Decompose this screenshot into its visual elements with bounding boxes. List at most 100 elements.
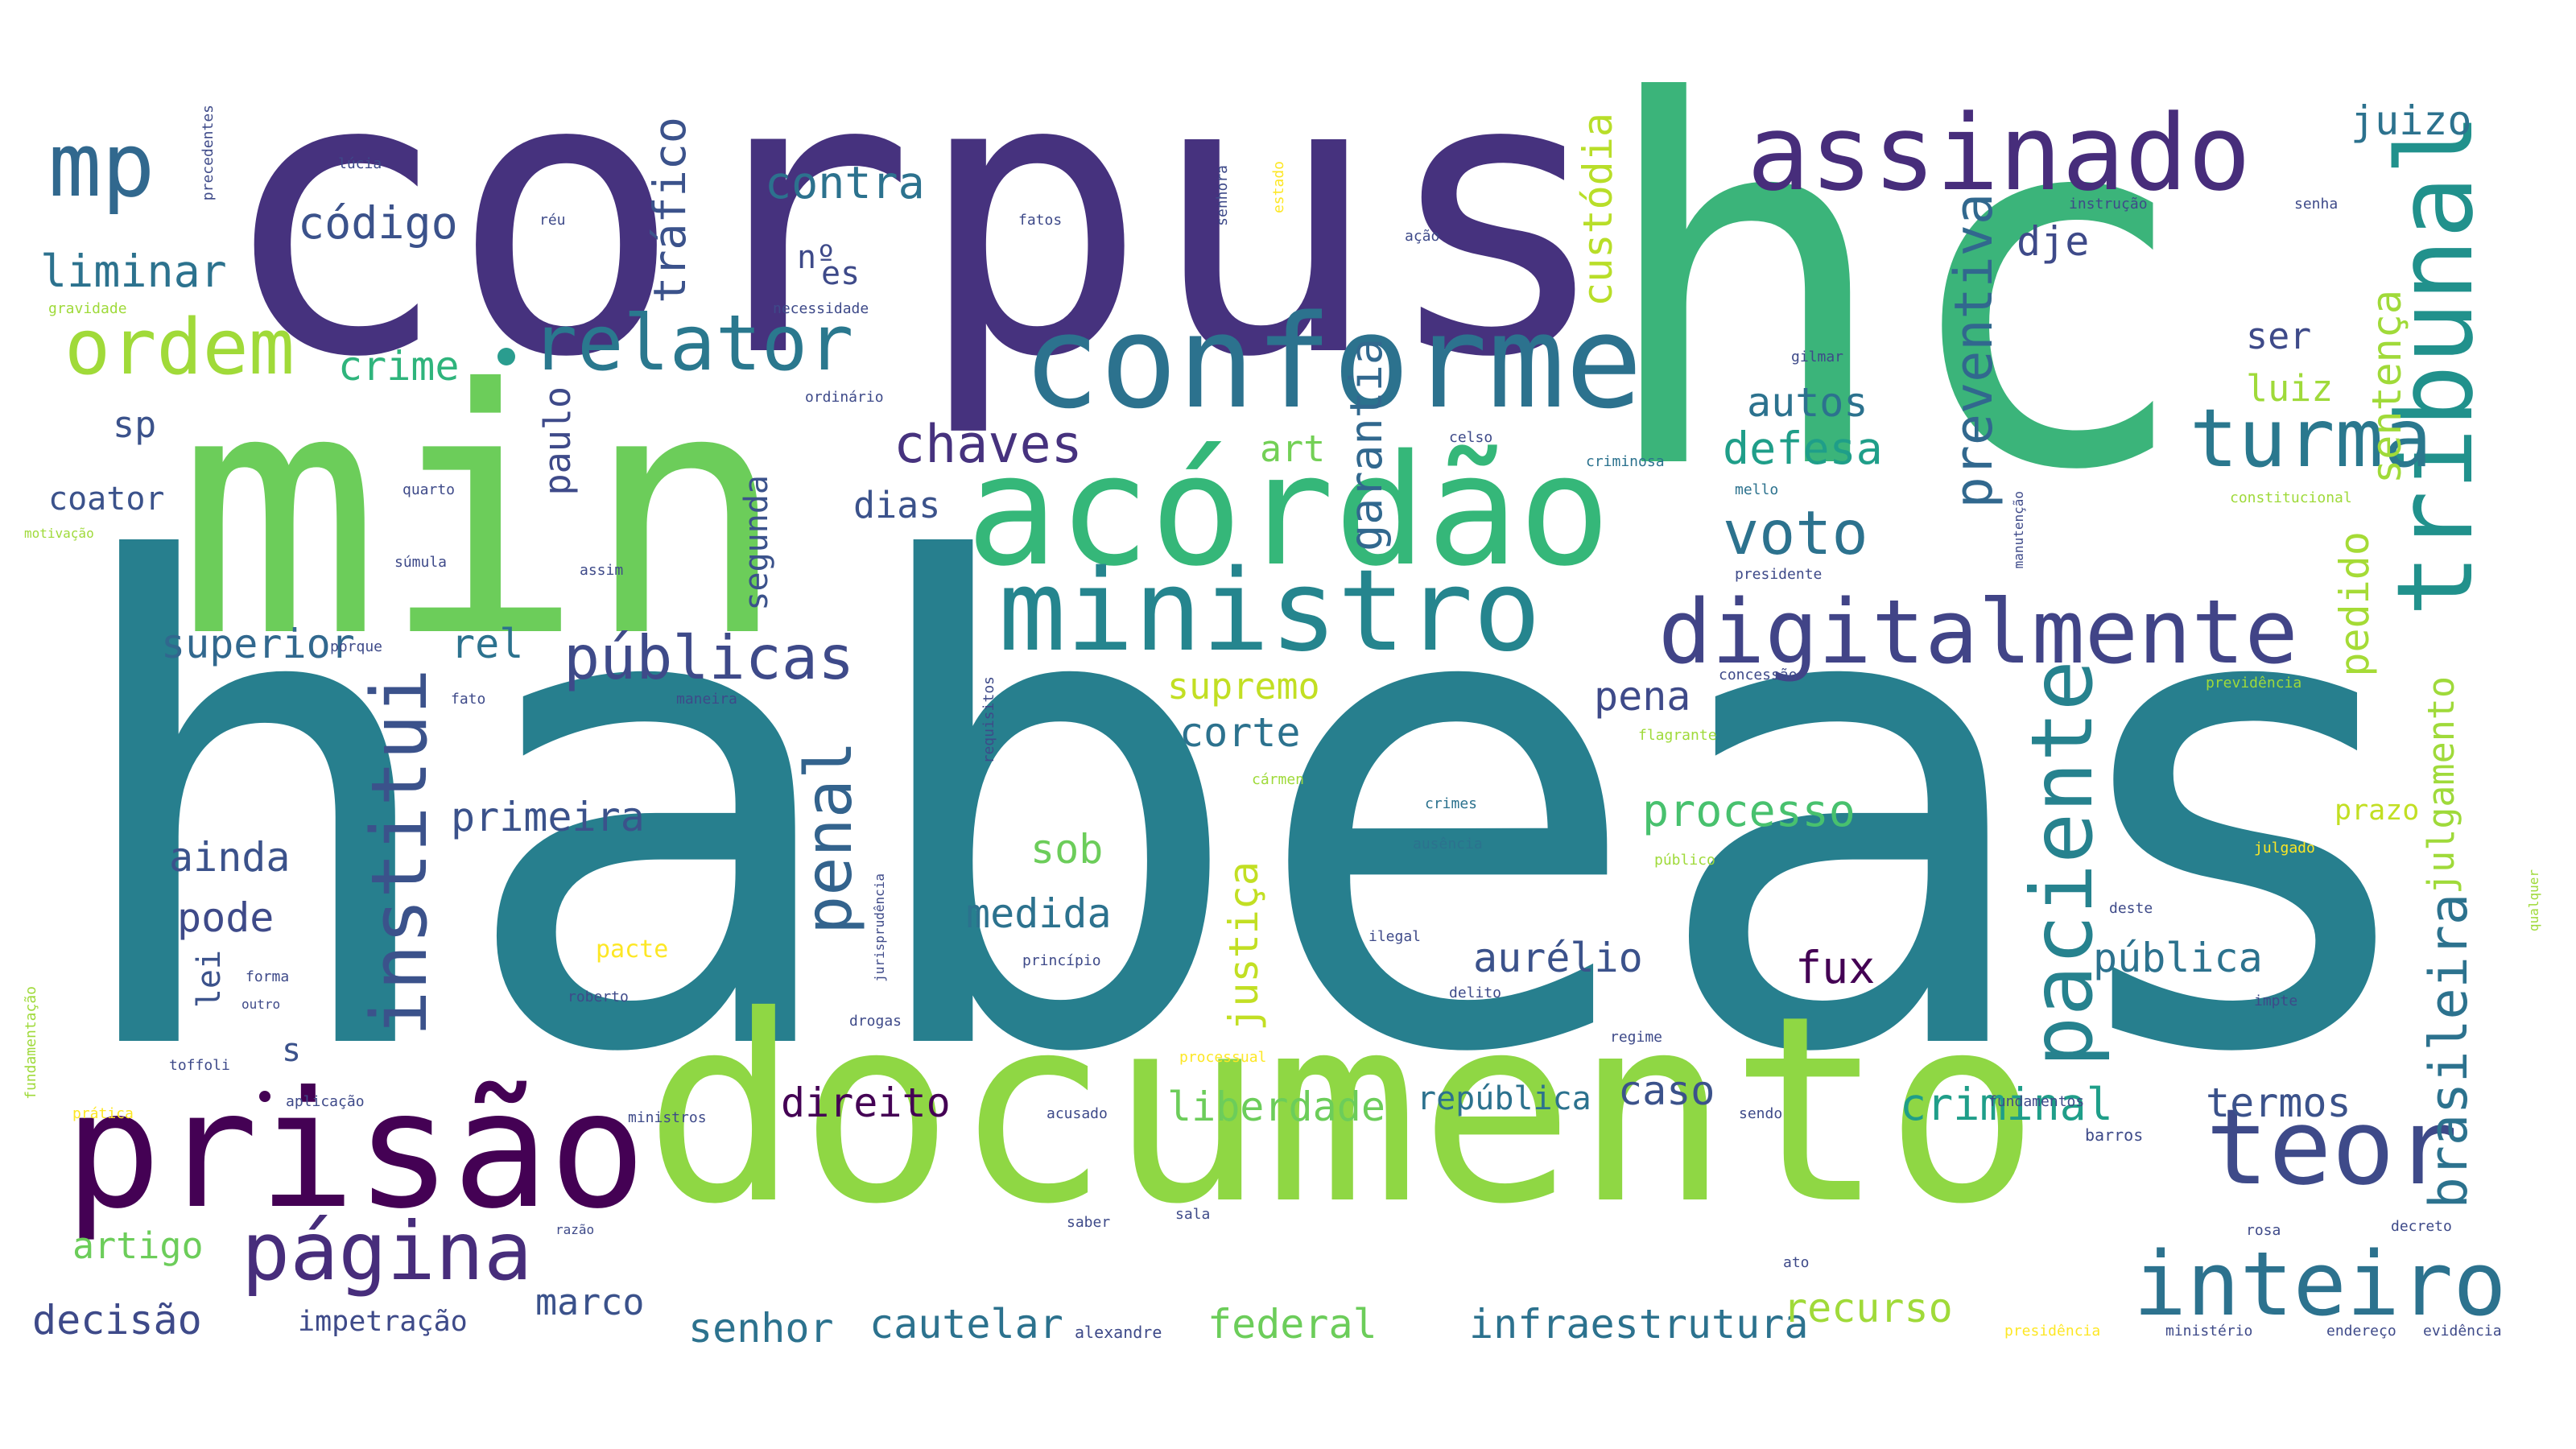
word-previdencia: previdência [2206,675,2302,691]
word-barros: barros [2085,1125,2144,1145]
word-porque: porque [330,638,383,655]
word-processual: processual [1179,1049,1267,1066]
word-acordao: acórdão [966,422,1611,600]
dot-mark [497,348,515,365]
word-processo: processo [1642,785,1856,836]
word-paulo: paulo [536,386,579,496]
word-acusado: acusado [1046,1105,1108,1122]
word-infraestrutura: infraestrutura [1469,1301,1809,1348]
word-mp: mp [48,114,155,217]
word-acao: ação [1405,228,1440,245]
word-fundamentos: fundamentos [1988,1093,2085,1110]
word-reu: réu [539,212,566,229]
word-liberdade: liberdade [1167,1084,1385,1130]
word-corpus: corpus [217,0,1613,442]
word-pacte: pacte [596,935,669,964]
word-senhora: senhora [1214,165,1231,226]
word-digitalmente: digitalmente [1658,580,2298,683]
word-decisao: decisão [32,1297,202,1344]
word-sp: sp [113,403,157,446]
word-aurelio: aurélio [1473,935,1643,981]
word-sala: sala [1175,1206,1211,1223]
word-art: art [1260,427,1326,470]
word-segunda: segunda [738,475,775,611]
word-presidencia: presidência [2004,1323,2101,1340]
word-supremo: supremo [1167,665,1320,708]
word-garantia: garantia [1340,338,1392,551]
word-regime: regime [1610,1029,1663,1046]
word-teor: teor [2206,1086,2458,1208]
word-criminosa: criminosa [1586,453,1665,470]
word-pratica: prática [72,1105,134,1122]
word-primeira: primeira [451,794,645,840]
word-relator: relator [531,299,854,388]
word-autos: autos [1747,379,1868,426]
word-ordinario: ordinário [805,389,884,406]
word-necessidade: necessidade [773,300,869,317]
word-paciente: paciente [2013,660,2112,1067]
word-precedentes: precedentes [200,105,217,201]
word-pedido: pedido [2331,531,2378,677]
word-defesa: defesa [1723,423,1883,474]
word-justica: justiça [1220,861,1267,1031]
word-principio: princípio [1022,952,1101,969]
word-caso: caso [1618,1067,1715,1114]
word-endereco: endereço [2326,1323,2396,1340]
word-prisao: prisão [64,1057,646,1245]
word-sendo: sendo [1739,1105,1783,1122]
word-dje: dje [2017,218,2090,265]
word-fato: fato [451,691,486,708]
word-turma: turma [2190,391,2433,485]
word-hc: hc [1594,0,2195,580]
word-ausencia: ausência [1413,836,1483,852]
word-ato: ato [1783,1254,1810,1271]
word-dias: dias [853,484,941,526]
word-penal: penal [791,741,866,935]
word-institui: institui [356,668,444,1037]
word-lucia: lúcia [338,155,382,172]
word-ministros: ministros [628,1109,707,1126]
word-assim: assim [580,562,624,579]
word-aplicacao: aplicação [286,1093,365,1110]
word-senha: senha [2294,196,2339,213]
word-codigo: código [298,197,458,249]
word-preventiva: preventiva [1944,193,2004,509]
word-quarto: quarto [402,481,456,498]
word-brasileira: brasileira [2419,894,2479,1209]
word-razao: razão [555,1222,595,1237]
word-impetracao: impetração [298,1306,468,1338]
word-publica: pública [2093,935,2263,981]
word-assinado: assinado [1747,92,2252,214]
word-federal: federal [1208,1301,1377,1348]
word-habeas: habeas [56,429,2442,1197]
word-toffoli: toffoli [169,1057,230,1074]
word-conforme: conforme [1022,287,1643,437]
word-ministro: ministro [998,546,1542,677]
word-ilegal: ilegal [1368,928,1422,945]
word-maneira: maneira [676,691,737,708]
word-publicas: públicas [564,622,855,693]
word-chaves: chaves [894,415,1083,475]
word-evidencia: evidência [2423,1323,2502,1340]
word-s: s [282,1032,302,1069]
word-estado: estado [1270,161,1287,214]
word-publico: público [1654,852,1715,869]
word-luiz: luiz [2246,367,2334,410]
word-alexandre: alexandre [1075,1323,1162,1342]
word-termos: termos [2206,1080,2351,1126]
word-requisitos: requisitos [980,676,997,764]
word-corte: corte [1179,709,1301,756]
dot-mark [259,1091,270,1102]
word-roberto: roberto [568,989,629,1005]
word-carmen: cármen [1252,771,1305,788]
word-es: es [821,255,861,292]
word-recurso: recurso [1783,1285,1953,1331]
word-deste: deste [2109,900,2153,917]
word-custodia: custódia [1575,113,1621,307]
word-fatos: fatos [1018,212,1063,229]
word-gravidade: gravidade [48,300,127,317]
word-documento: documento [644,961,2040,1261]
word-lei: lei [191,950,228,1009]
word-julgamento: julgamento [2420,676,2462,894]
